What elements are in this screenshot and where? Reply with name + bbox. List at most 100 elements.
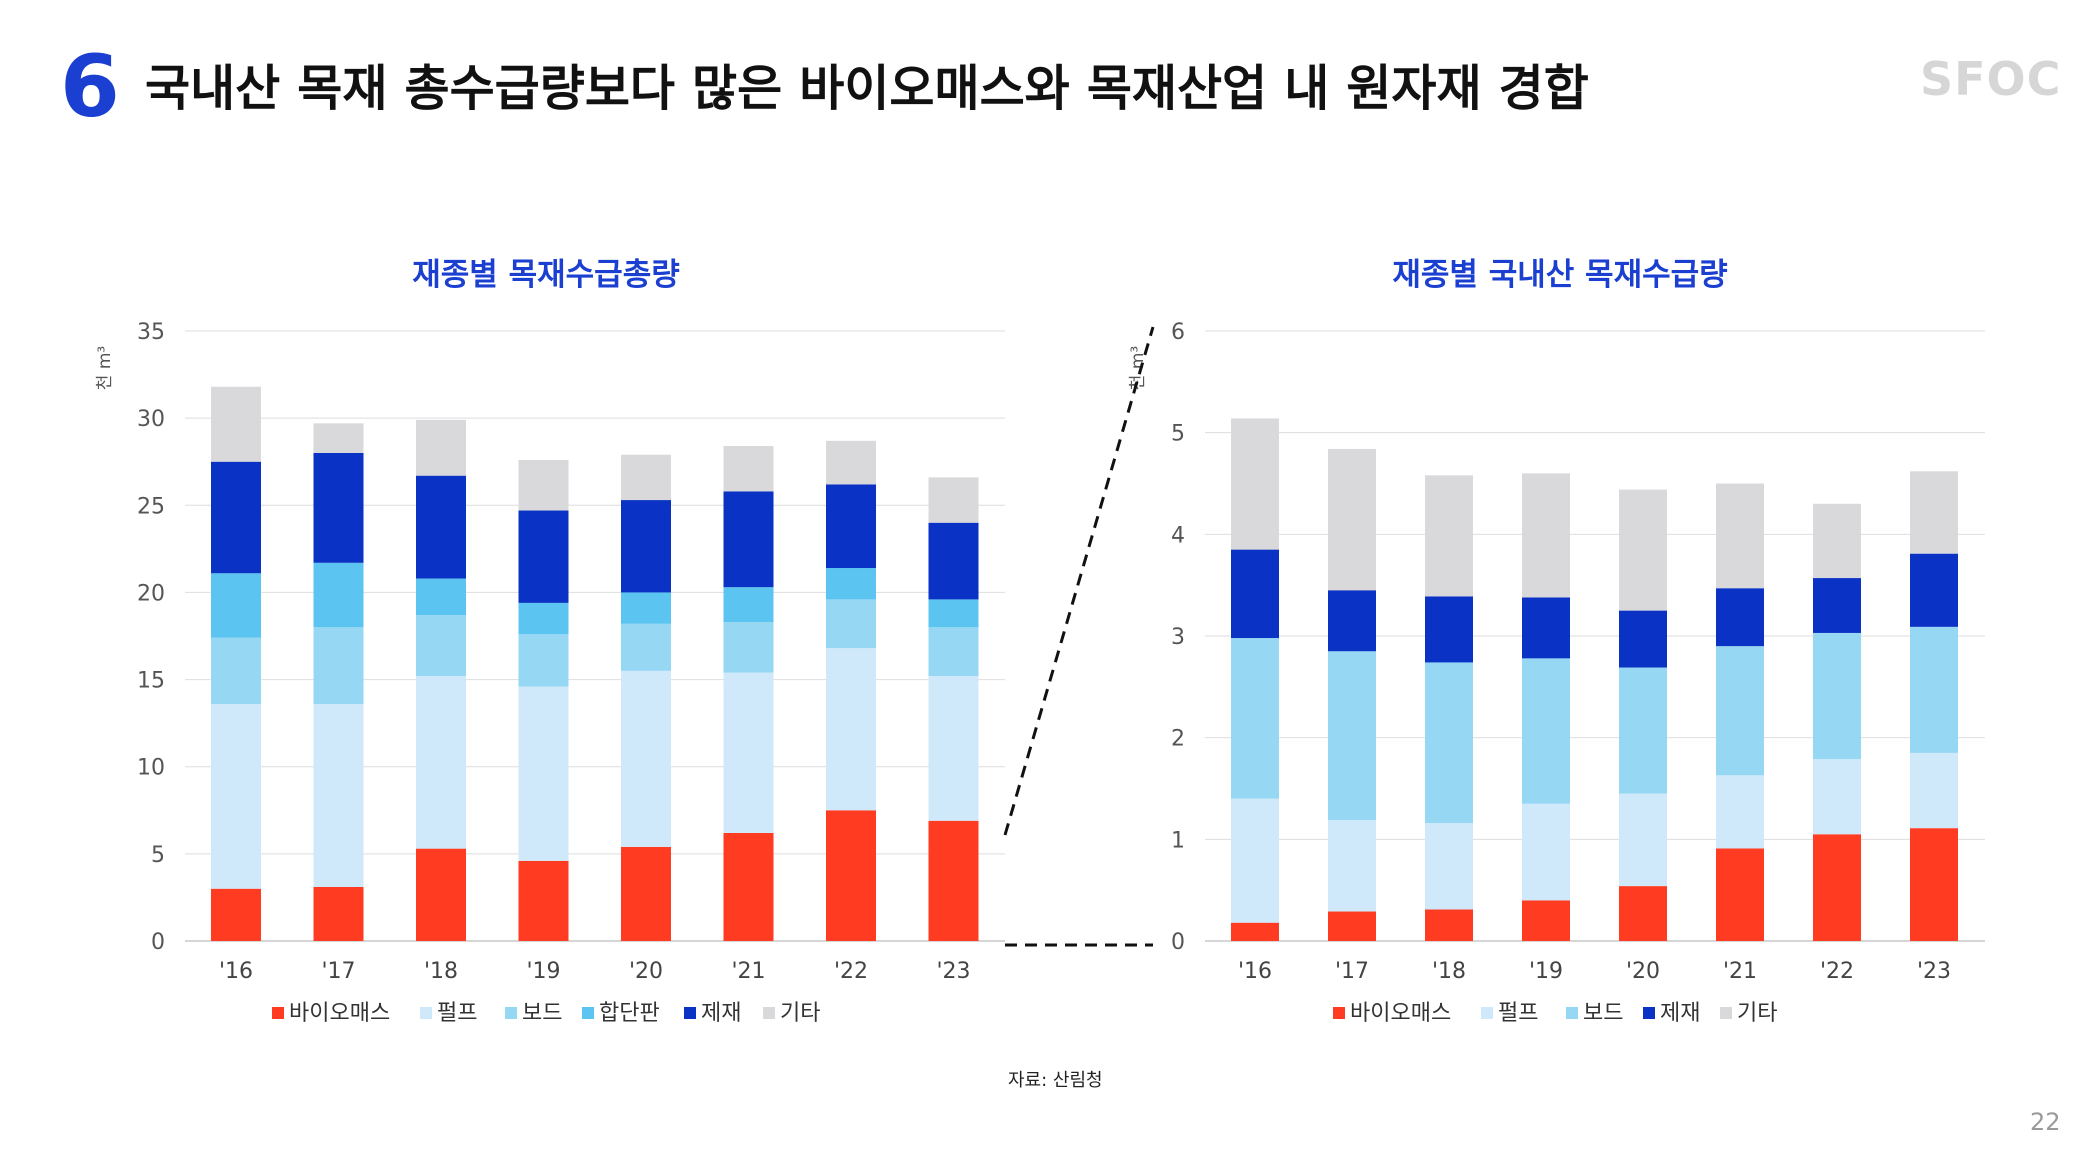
y-tick-label: 5 xyxy=(1171,422,1185,447)
bar-segment xyxy=(826,648,876,811)
x-tick-label: '21 xyxy=(1723,959,1757,984)
legend-label: 합단판 xyxy=(599,1001,660,1026)
bar-segment xyxy=(1425,823,1473,910)
bar-segment xyxy=(928,477,979,523)
legend-swatch xyxy=(582,1007,594,1019)
y-tick-label: 15 xyxy=(137,669,165,694)
bar-segment xyxy=(826,810,876,941)
bar-segment xyxy=(826,599,876,649)
bar-segment xyxy=(621,500,671,593)
bar-segment xyxy=(621,454,671,501)
bar-segment xyxy=(1716,848,1764,941)
y-tick-label: 20 xyxy=(137,581,165,606)
bar-segment xyxy=(518,510,569,603)
bar-segment xyxy=(1328,820,1376,912)
bar-segment xyxy=(928,522,979,600)
bar-segment xyxy=(416,615,466,677)
y-tick-label: 4 xyxy=(1171,523,1185,548)
bar-segment xyxy=(1425,475,1473,597)
x-tick-label: '23 xyxy=(1917,959,1951,984)
legend-swatch xyxy=(1566,1007,1578,1019)
x-tick-label: '18 xyxy=(424,959,458,984)
slide-number-badge: 6 xyxy=(60,37,120,137)
legend-swatch xyxy=(684,1007,696,1019)
bar-segment xyxy=(723,587,774,623)
legend-swatch xyxy=(1333,1007,1345,1019)
bar-segment xyxy=(1716,588,1764,647)
bar-segment xyxy=(723,491,774,588)
bar-segment xyxy=(518,634,569,687)
bar-segment xyxy=(416,676,466,849)
y-axis-label: 천 m³ xyxy=(1128,346,1148,390)
x-tick-label: '22 xyxy=(1820,959,1854,984)
bar-segment xyxy=(313,703,364,887)
bar-segment xyxy=(1328,590,1376,652)
x-tick-label: '22 xyxy=(834,959,868,984)
legend-label: 보드 xyxy=(1583,1001,1623,1026)
bar-segment xyxy=(313,453,364,563)
bar-segment xyxy=(621,623,671,671)
x-tick-label: '20 xyxy=(1626,959,1660,984)
legend-swatch xyxy=(1720,1007,1732,1019)
bar-segment xyxy=(1619,610,1667,668)
bar-segment xyxy=(518,602,569,635)
bar-segment xyxy=(928,627,979,677)
x-tick-label: '21 xyxy=(731,959,765,984)
bar-segment xyxy=(1813,578,1861,633)
slide-title: 국내산 목재 총수급량보다 많은 바이오매스와 목재산업 내 원자재 경합 xyxy=(145,60,1589,117)
legend-swatch xyxy=(1643,1007,1655,1019)
bar-segment xyxy=(313,562,364,628)
y-tick-label: 2 xyxy=(1171,727,1185,752)
x-tick-label: '23 xyxy=(936,959,970,984)
bar-segment xyxy=(211,637,261,704)
brand-logo: SFOC xyxy=(1920,52,2062,106)
legend-label: 기타 xyxy=(1737,1001,1777,1026)
legend-label: 바이오매스 xyxy=(289,1001,390,1026)
bar-segment xyxy=(1910,471,1958,554)
bar-segment xyxy=(1328,651,1376,821)
y-tick-label: 10 xyxy=(137,756,165,781)
bar-segment xyxy=(928,599,979,628)
bar-segment xyxy=(211,888,261,941)
legend-label: 보드 xyxy=(522,1001,562,1026)
bar-segment xyxy=(723,672,774,833)
bar-segment xyxy=(313,423,364,453)
bar-segment xyxy=(928,676,979,821)
x-tick-label: '19 xyxy=(1529,959,1563,984)
bar-segment xyxy=(211,386,261,462)
bar-segment xyxy=(1328,448,1376,591)
bar-segment xyxy=(1425,909,1473,941)
bar-segment xyxy=(826,568,876,600)
bar-segment xyxy=(826,484,876,569)
x-tick-label: '16 xyxy=(219,959,253,984)
bar-segment xyxy=(1910,626,1958,753)
bar-segment xyxy=(416,578,466,616)
source-note: 자료: 산림청 xyxy=(1008,1070,1103,1091)
legend-label: 기타 xyxy=(780,1001,820,1026)
bar-segment xyxy=(1328,911,1376,941)
legend-label: 바이오매스 xyxy=(1350,1001,1451,1026)
bar-segment xyxy=(1231,638,1279,799)
bar-segment xyxy=(621,592,671,624)
chart-title-total: 재종별 목재수급총량 xyxy=(412,257,680,293)
y-tick-label: 35 xyxy=(137,320,165,345)
bar-segment xyxy=(1522,473,1570,598)
legend-label: 제재 xyxy=(1660,1001,1700,1026)
bar-segment xyxy=(1716,483,1764,589)
bar-segment xyxy=(211,461,261,574)
bar-segment xyxy=(518,860,569,941)
bar-segment xyxy=(1522,803,1570,901)
y-tick-label: 1 xyxy=(1171,828,1185,853)
legend-label: 펄프 xyxy=(437,1001,477,1026)
bar-segment xyxy=(1910,828,1958,941)
y-tick-label: 30 xyxy=(137,407,165,432)
x-tick-label: '17 xyxy=(321,959,355,984)
bar-segment xyxy=(1619,667,1667,794)
bar-segment xyxy=(1231,922,1279,941)
x-tick-label: '20 xyxy=(629,959,663,984)
bar-segment xyxy=(211,573,261,638)
x-tick-label: '17 xyxy=(1335,959,1369,984)
bar-segment xyxy=(1813,834,1861,941)
bar-segment xyxy=(1231,549,1279,639)
y-tick-label: 3 xyxy=(1171,625,1185,650)
